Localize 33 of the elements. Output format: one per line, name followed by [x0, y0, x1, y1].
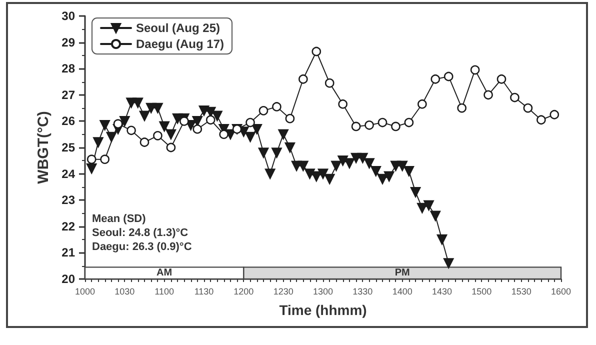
x-tick-label: 1430 — [432, 286, 452, 296]
y-tick-label: 21 — [62, 246, 76, 260]
x-tick-label: 1530 — [511, 286, 532, 296]
band-label: PM — [394, 268, 410, 279]
x-tick-label: 1500 — [472, 286, 492, 296]
annotation: Daegu: 26.3 (0.9)°C — [92, 241, 192, 253]
legend-label: Seoul (Aug 25) — [136, 21, 220, 35]
y-tick-label: 22 — [62, 219, 76, 234]
x-tick-label: 1300 — [312, 286, 334, 296]
y-tick-label: 25 — [62, 140, 76, 154]
x-tick-label: 1400 — [392, 286, 412, 296]
annotation: Mean (SD) — [92, 213, 146, 225]
annotation: Seoul: 24.8 (1.3)°C — [92, 227, 188, 239]
x-axis-title: Time (hhmm) — [279, 302, 367, 318]
y-tick-label: 29 — [62, 35, 76, 50]
x-tick-label: 1030 — [114, 286, 135, 296]
x-tick-label: 1600 — [550, 286, 572, 296]
x-tick-label: 1200 — [234, 286, 254, 296]
y-tick-label: 26 — [62, 114, 76, 128]
x-tick-label: 1100 — [154, 286, 174, 296]
x-tick-label: 1000 — [74, 286, 96, 296]
band-label: AM — [156, 268, 172, 279]
x-tick-label: 1330 — [352, 286, 373, 296]
x-tick-label: 1230 — [273, 286, 294, 296]
x-tick-label: 1130 — [194, 286, 214, 296]
y-tick-label: 20 — [62, 272, 76, 286]
y-tick-label: 23 — [62, 193, 76, 208]
y-tick-label: 28 — [62, 62, 76, 76]
y-tick-label: 24 — [62, 166, 76, 181]
y-tick-label: 27 — [62, 88, 76, 102]
y-axis-title: WBGT(°C) — [34, 111, 52, 184]
y-tick-label: 30 — [62, 9, 76, 23]
legend-label: Daegu (Aug 17) — [136, 37, 224, 51]
